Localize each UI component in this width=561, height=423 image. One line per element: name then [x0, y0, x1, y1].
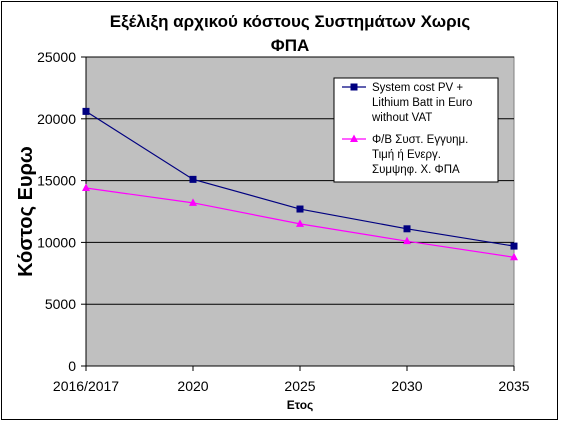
y-axis-label: Κόστος Ευρω — [15, 146, 37, 277]
data-point — [403, 236, 411, 245]
data-point — [82, 183, 90, 192]
x-tick-label: 2016/2017 — [53, 378, 119, 394]
series-group — [82, 107, 518, 261]
data-point — [510, 242, 518, 250]
data-point — [403, 225, 411, 233]
data-point — [189, 175, 197, 183]
y-tick-label: 15000 — [37, 173, 76, 189]
data-point — [296, 219, 304, 227]
legend-box — [333, 77, 499, 183]
data-point — [82, 107, 90, 115]
legend-entry: System cost PV + Lithium Batt in Euro with… — [342, 82, 472, 124]
legend-label: Φ/Β Συστ. Εγγυημ. — [372, 134, 468, 146]
legend-entry: Φ/Β Συστ. Εγγυημ. Τιμή ή Ενεργ. Συμψηφ. Χ.… — [342, 134, 468, 176]
x-tick-label: 2020 — [177, 378, 208, 394]
legend-label: System cost PV + — [372, 82, 463, 94]
chart-title-line2: ΦΠΑ — [270, 36, 310, 55]
y-tick-label: 20000 — [37, 111, 76, 127]
x-tick-label: 2030 — [391, 378, 422, 394]
x-tick-label: 2035 — [498, 378, 529, 394]
data-point — [510, 252, 518, 261]
data-point — [189, 198, 197, 206]
y-tick-labels: 0 5000 10000 15000 20000 25000 — [37, 49, 76, 374]
x-axis-label: Ετος — [287, 398, 314, 412]
data-point — [350, 83, 358, 91]
data-point — [296, 205, 304, 213]
chart-title-line1: Εξέλιξη αρχικού κόστους Συστημάτων Χωρις — [109, 12, 471, 31]
legend: System cost PV + Lithium Batt in Euro with… — [333, 77, 499, 183]
y-tick-label: 5000 — [45, 296, 76, 312]
series-2 — [82, 183, 518, 261]
y-tick-label: 10000 — [37, 234, 76, 250]
y-tick-label: 0 — [68, 358, 76, 374]
x-tick-label: 2025 — [284, 378, 315, 394]
y-tick-label: 25000 — [37, 49, 76, 65]
legend-label: Συμψηφ. Χ. ΦΠΑ — [372, 164, 460, 176]
x-tick-labels: 2016/2017 2020 2025 2030 2035 — [53, 378, 530, 394]
legend-label: Τιμή ή Ενεργ. — [372, 149, 441, 161]
gridlines — [81, 56, 515, 371]
legend-label: Lithium Batt in Euro — [372, 97, 472, 109]
series-1 — [82, 107, 518, 250]
chart-title: Εξέλιξη αρχικού κόστους Συστημάτων Χωρις… — [60, 10, 520, 58]
data-point — [350, 134, 358, 142]
legend-label: without VAT — [371, 112, 432, 124]
